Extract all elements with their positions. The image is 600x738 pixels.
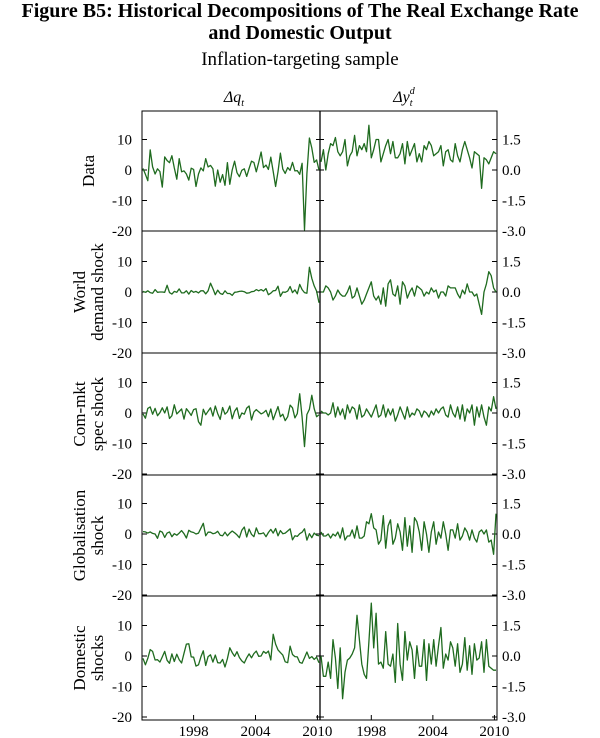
series-line-dy-row-5 xyxy=(320,602,496,700)
row-label: Data xyxy=(79,155,98,188)
row-label: Globalisationshock xyxy=(70,489,107,581)
figure-title-prefix: Figure B5 xyxy=(21,0,107,22)
figure-title-rest: : Historical Decompositions of The Real … xyxy=(106,0,579,22)
column-header-1: Δqt xyxy=(223,89,244,109)
series-line-dy-row-1 xyxy=(320,124,497,189)
left-tick-label: 0 xyxy=(125,527,133,543)
left-tick-label: 0 xyxy=(125,163,133,179)
x-tick-label: 2010 xyxy=(302,724,332,738)
left-tick-label: 0 xyxy=(125,285,133,301)
x-tick-label: 1998 xyxy=(356,724,386,738)
x-tick-label: 2004 xyxy=(241,724,272,738)
left-tick-label: -10 xyxy=(112,316,132,332)
left-tick-label: -20 xyxy=(112,710,132,726)
series-line-dy-row-2 xyxy=(321,271,497,316)
left-tick-label: 10 xyxy=(117,497,132,513)
right-tick-label: 1.5 xyxy=(502,376,521,392)
series-line-dy-row-4 xyxy=(320,513,497,555)
right-tick-label: 0.0 xyxy=(502,406,521,422)
right-tick-label: 0.0 xyxy=(502,649,521,665)
row-label: Domesticshocks xyxy=(70,625,107,691)
right-tick-label: -3.0 xyxy=(502,588,526,604)
right-tick-label: 1.5 xyxy=(502,497,521,513)
figure-subtitle: Inflation-targeting sample xyxy=(201,49,399,70)
right-tick-label: 0.0 xyxy=(502,163,521,179)
right-tick-label: 1.5 xyxy=(502,255,521,271)
right-tick-label: -1.5 xyxy=(502,680,526,696)
right-tick-label: 0.0 xyxy=(502,285,521,301)
right-tick-label: -3.0 xyxy=(502,346,526,362)
row-label: Worlddemand shock xyxy=(70,243,107,341)
left-tick-label: -20 xyxy=(112,588,132,604)
left-tick-label: 0 xyxy=(125,406,133,422)
left-tick-label: -20 xyxy=(112,467,132,483)
left-tick-label: -10 xyxy=(112,437,132,453)
right-tick-label: -3.0 xyxy=(502,467,526,483)
right-tick-label: -1.5 xyxy=(502,558,526,574)
right-tick-label: -3.0 xyxy=(502,710,526,726)
figure-title: Figure B5: Historical Decompositions of … xyxy=(0,0,600,44)
row-label: Com-mktspec shock xyxy=(70,376,107,451)
left-tick-label: -10 xyxy=(112,680,132,696)
series-line-dq-row-5 xyxy=(142,633,320,668)
left-tick-label: -10 xyxy=(112,558,132,574)
left-tick-label: 10 xyxy=(117,133,132,149)
right-tick-label: -1.5 xyxy=(502,194,526,210)
column-header-2: Δyd t xyxy=(392,86,416,109)
series-line-dy-row-3 xyxy=(320,396,497,426)
left-tick-label: 10 xyxy=(117,255,132,271)
right-tick-label: -3.0 xyxy=(502,224,526,240)
x-tick-label: 2010 xyxy=(479,724,509,738)
left-tick-label: -10 xyxy=(112,194,132,210)
figure-title-line2: and Domestic Output xyxy=(208,22,392,44)
right-tick-label: 1.5 xyxy=(502,619,521,635)
series-line-dq-row-1 xyxy=(142,137,320,231)
x-tick-label: 2004 xyxy=(418,724,449,738)
left-tick-label: -20 xyxy=(112,224,132,240)
right-tick-label: -1.5 xyxy=(502,316,526,332)
right-tick-label: -1.5 xyxy=(502,437,526,453)
left-tick-label: 10 xyxy=(117,376,132,392)
right-tick-label: 0.0 xyxy=(502,527,521,543)
series-line-dq-row-3 xyxy=(142,393,320,448)
left-tick-label: 0 xyxy=(125,649,133,665)
series-line-dq-row-4 xyxy=(142,522,320,541)
x-tick-label: 1998 xyxy=(179,724,209,738)
series-line-dq-row-2 xyxy=(142,266,320,303)
left-tick-label: 10 xyxy=(117,619,132,635)
left-tick-label: -20 xyxy=(112,346,132,362)
right-tick-label: 1.5 xyxy=(502,133,521,149)
